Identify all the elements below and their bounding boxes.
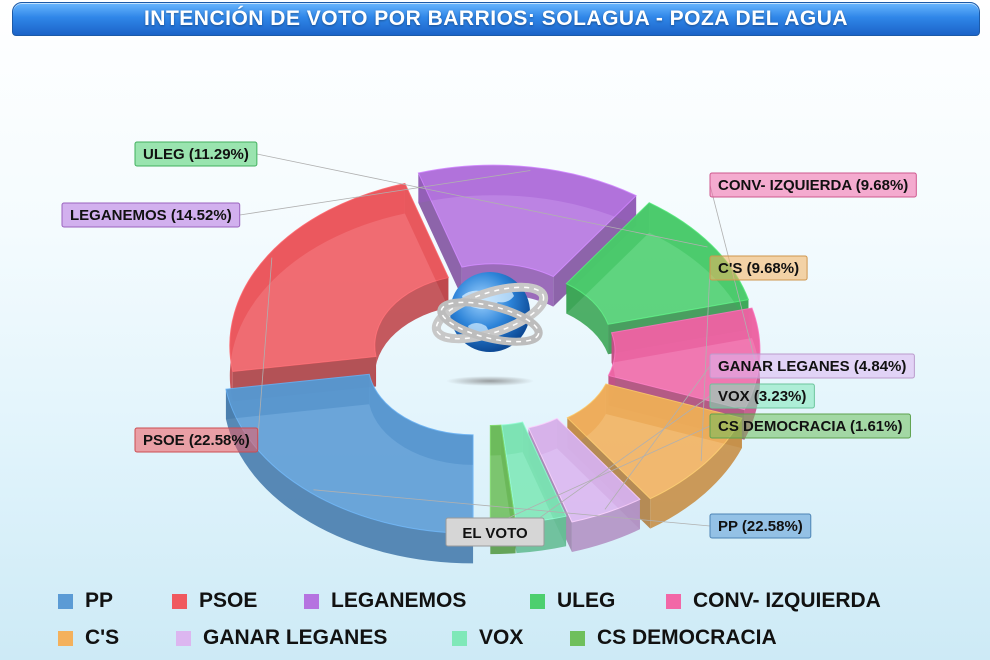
legend-item-conv-izquierda: CONV- IZQUIERDA xyxy=(666,589,881,613)
legend-swatch xyxy=(452,630,467,646)
leader-line xyxy=(313,489,711,527)
globe-road-icon xyxy=(431,272,549,386)
slice-outer-wall xyxy=(571,499,640,552)
center-label: EL VOTO xyxy=(445,517,545,547)
chart-title: INTENCIÓN DE VOTO POR BARRIOS: SOLAGUA -… xyxy=(143,7,849,30)
center-label-box xyxy=(445,517,545,547)
leader-line xyxy=(604,365,711,510)
slice-side-wall xyxy=(418,173,462,298)
slice-label-box xyxy=(134,427,259,453)
legend-item-uleg: ULEG xyxy=(530,589,615,613)
legend-item-pp: PP xyxy=(58,589,113,613)
slice-top-face xyxy=(565,202,750,325)
leader-line xyxy=(256,153,708,248)
legend-item-leganemos: LEGANEMOS xyxy=(304,589,466,613)
slice-label-uleg: ULEG (11.29%) xyxy=(143,146,249,163)
pie-slice-pp xyxy=(225,373,474,564)
leader-line xyxy=(540,395,711,518)
legend-swatch xyxy=(58,593,73,609)
slice-label-leganemos: LEGANEMOS (14.52%) xyxy=(70,207,232,224)
pie-slice-leganemos xyxy=(417,164,637,307)
legend-swatch xyxy=(530,593,545,609)
legend-label: LEGANEMOS xyxy=(331,589,467,612)
legend-item-ganar-leganes: GANAR LEGANES xyxy=(176,626,387,650)
slice-label-box xyxy=(709,513,812,539)
legend-label: PP xyxy=(85,589,114,612)
center-label-text: EL VOTO xyxy=(462,525,528,542)
legend-label: VOX xyxy=(479,626,524,649)
chart-title-bar: INTENCIÓN DE VOTO POR BARRIOS: SOLAGUA -… xyxy=(12,2,980,36)
slice-top-face xyxy=(225,373,474,534)
chart-legend: PP PSOE LEGANEMOS ULEG CONV- IZQUIERDA C… xyxy=(40,582,960,652)
legend-item-cs-democracia: CS DEMOCRACIA xyxy=(570,626,777,650)
legend-swatch xyxy=(176,630,191,646)
slice-outer-wall xyxy=(650,418,742,529)
pie-slice-psoe xyxy=(229,182,450,402)
legend-label: C'S xyxy=(85,626,120,649)
slice-inner-wall xyxy=(566,283,609,355)
legend-item-psoe: PSOE xyxy=(172,589,257,613)
slice-inner-wall xyxy=(374,277,449,387)
slice-label-box xyxy=(709,353,915,379)
slice-label-ganar-leganes: GANAR LEGANES (4.84%) xyxy=(718,358,906,375)
slice-label-cs-democracia: CS DEMOCRACIA (1.61%) xyxy=(718,418,902,435)
slice-label-box xyxy=(709,383,815,409)
slice-label-box xyxy=(709,255,808,281)
slice-label-c-s: C'S (9.68%) xyxy=(718,260,799,277)
slice-label-pp: PP (22.58%) xyxy=(718,518,803,535)
legend-label: ULEG xyxy=(557,589,616,612)
slice-label-box xyxy=(134,141,258,167)
leader-line xyxy=(502,425,711,521)
legend-swatch xyxy=(570,630,585,646)
slice-top-face xyxy=(229,182,450,373)
legend-swatch xyxy=(172,593,187,609)
slice-label-box xyxy=(61,202,241,228)
slice-label-box xyxy=(709,172,917,198)
legend-label: CONV- IZQUIERDA xyxy=(693,589,881,612)
slice-label-conv-izquierda: CONV- IZQUIERDA (9.68%) xyxy=(718,177,908,194)
slice-label-vox: VOX (3.23%) xyxy=(718,388,806,405)
slice-top-face xyxy=(417,164,637,278)
legend-label: CS DEMOCRACIA xyxy=(597,626,777,649)
leader-line xyxy=(257,257,273,441)
legend-item-cs: C'S xyxy=(58,626,119,650)
slice-label-box xyxy=(709,413,911,439)
legend-swatch xyxy=(666,593,681,609)
legend-label: GANAR LEGANES xyxy=(203,626,388,649)
legend-swatch xyxy=(58,630,73,646)
slice-label-psoe: PSOE (22.58%) xyxy=(143,432,250,449)
legend-item-vox: VOX xyxy=(452,626,523,650)
legend-swatch xyxy=(304,593,319,609)
leader-line xyxy=(239,170,531,216)
legend-label: PSOE xyxy=(199,589,258,612)
slice-top-face xyxy=(527,417,641,523)
